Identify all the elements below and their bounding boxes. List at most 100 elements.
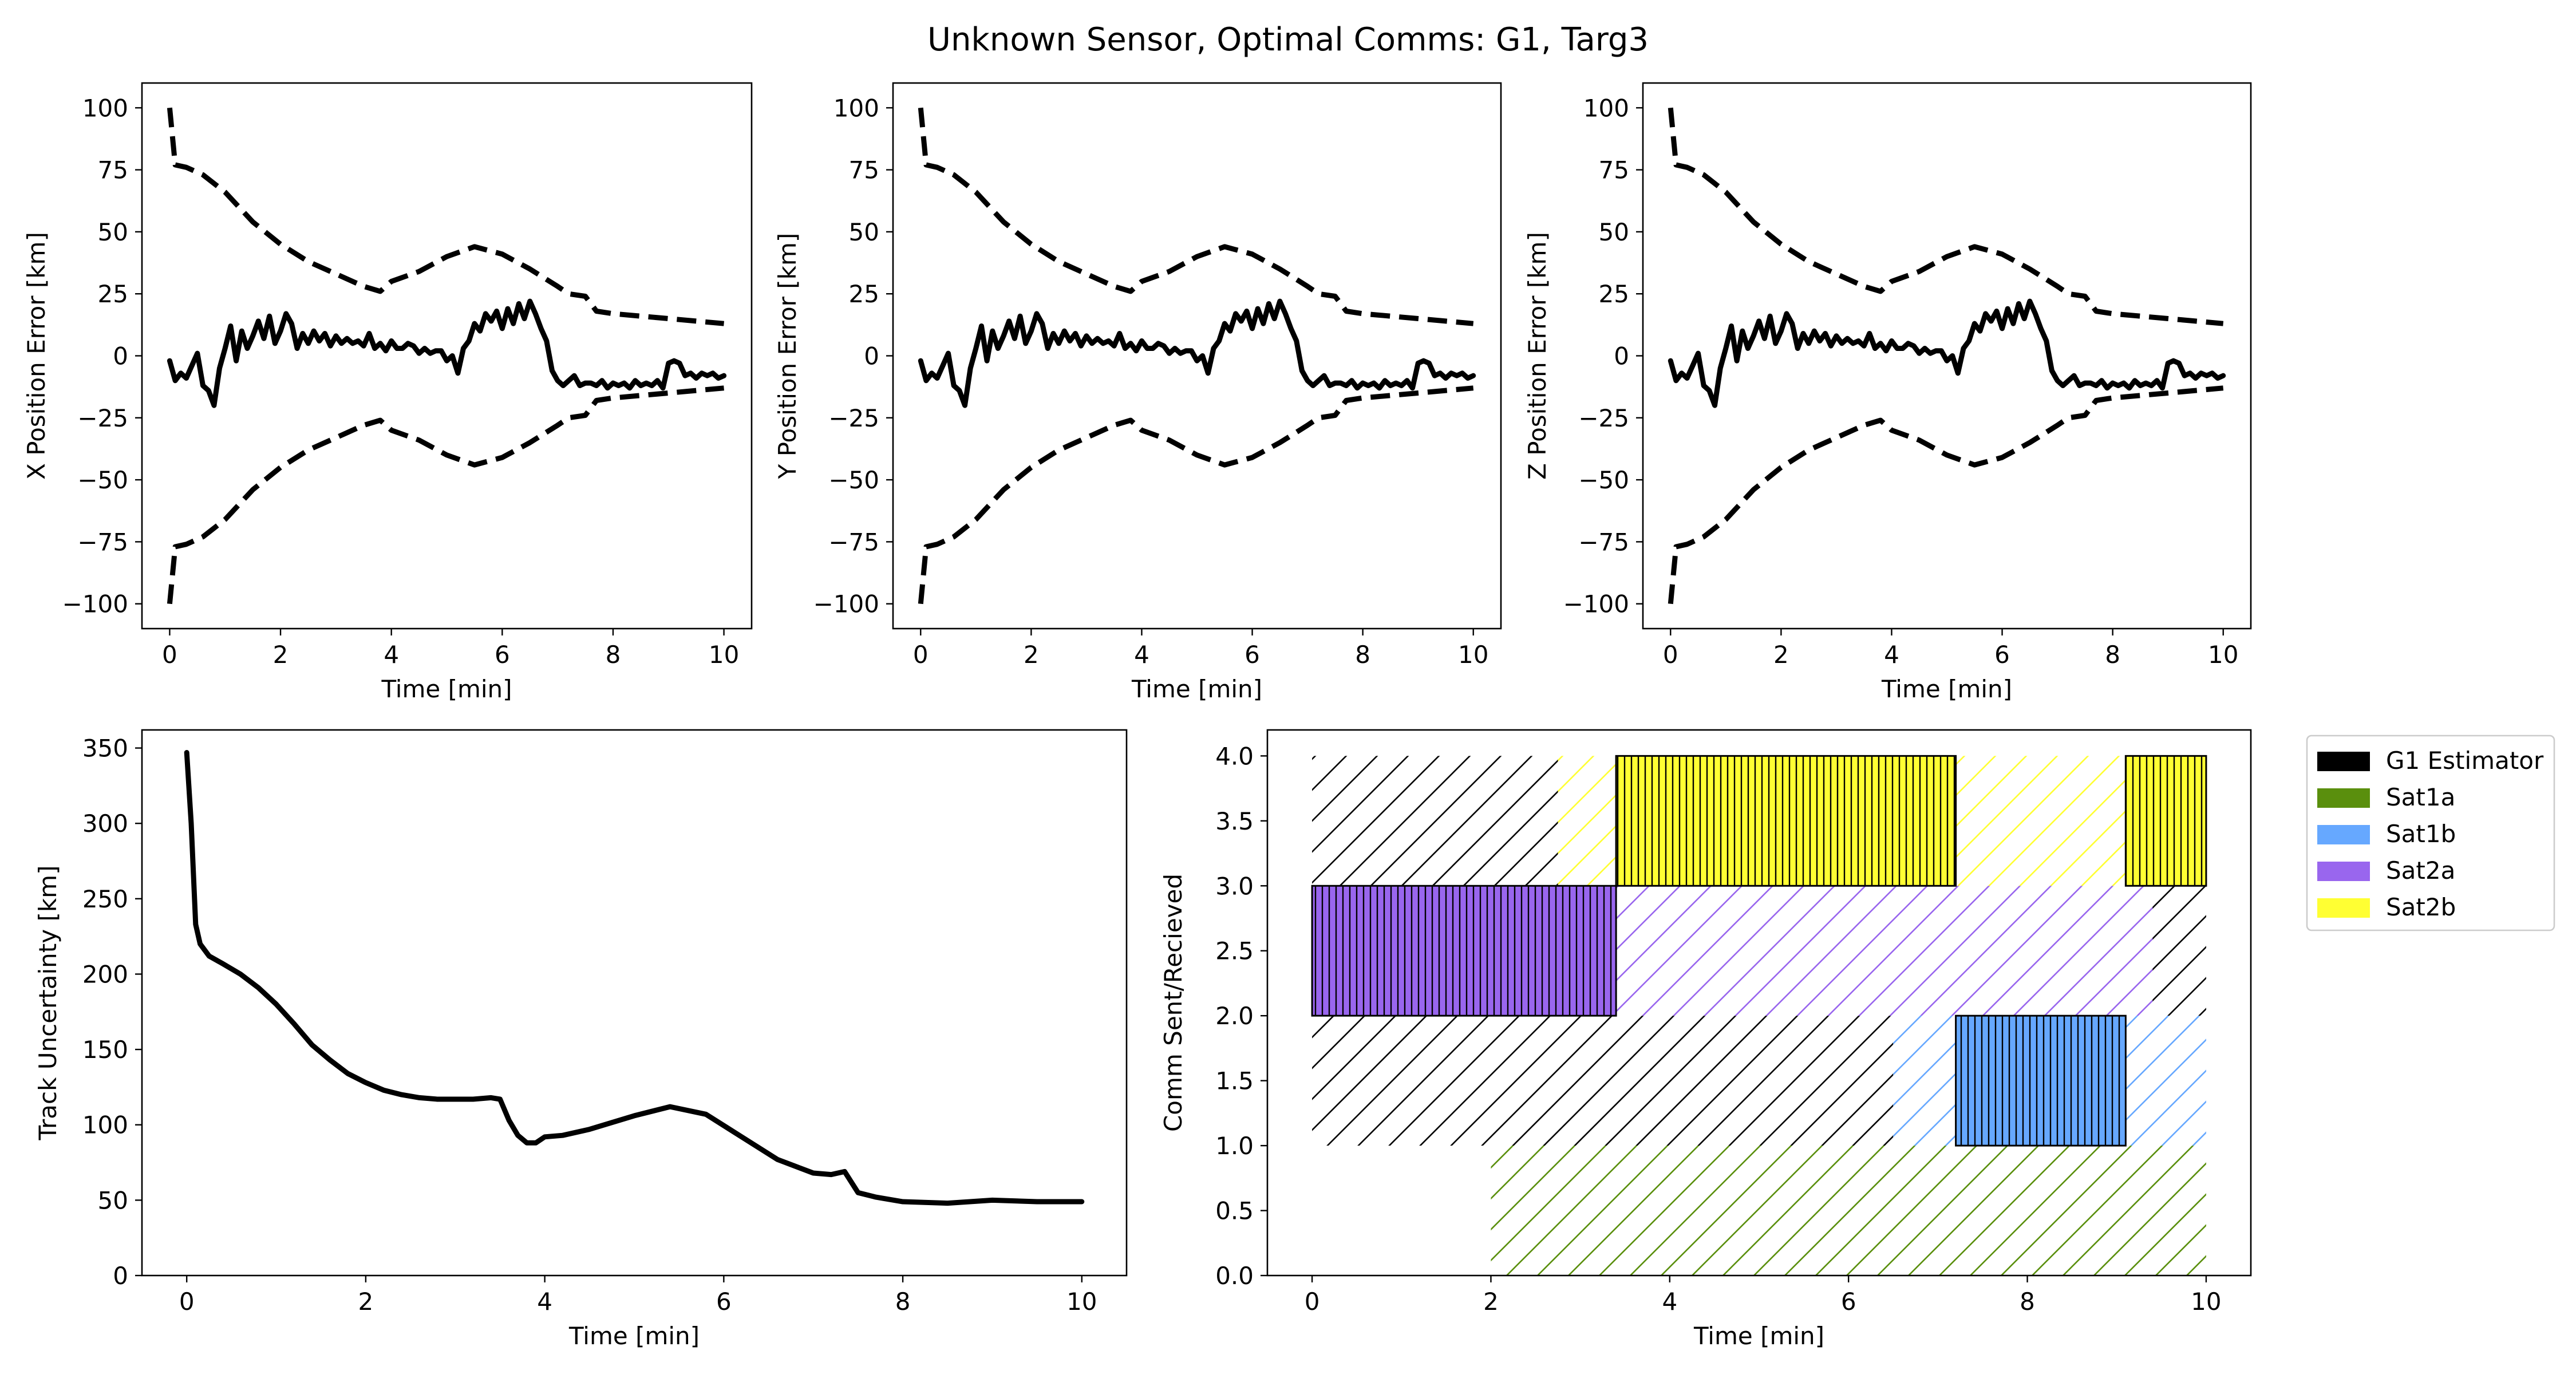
x-tick-label: 4 <box>1134 641 1149 669</box>
x-tick-label: 6 <box>1994 641 2010 669</box>
y-tick-label: 100 <box>1583 94 1629 122</box>
figure-title: Unknown Sensor, Optimal Comms: G1, Targ3 <box>927 21 1649 58</box>
series-line-uncertainty <box>184 750 1085 1206</box>
y-tick-label: 75 <box>98 156 128 184</box>
y-tick-label: 150 <box>82 1036 128 1064</box>
comm-interval-hatched-sat1a <box>1491 1146 2206 1276</box>
y-tick-label: 50 <box>98 1186 128 1214</box>
series-line-error <box>1668 298 2226 408</box>
plot-area <box>167 107 727 605</box>
x-tick-label: 2 <box>1483 1288 1499 1316</box>
y-axis-label: Z Position Error [km] <box>1523 232 1551 480</box>
y-tick-label: −100 <box>62 590 128 618</box>
y-tick-label: 2.5 <box>1215 937 1254 965</box>
series-line-lower-bound <box>167 385 724 605</box>
series-line-error <box>167 298 727 408</box>
plot-area <box>918 107 1476 605</box>
x-position-error-plot: 0 2 4 6 8 10 −100 −75 −50 −25 0 25 50 75 100 Time [min]… <box>22 82 753 703</box>
x-axis-label: Time [min] <box>1693 1322 1824 1350</box>
y-tick-label: −100 <box>813 590 879 618</box>
y-tick-label: 50 <box>849 218 879 246</box>
y-tick-label: 300 <box>82 810 128 838</box>
x-tick-label: 8 <box>606 641 621 669</box>
x-tick-label: 0 <box>913 641 929 669</box>
axes-frame <box>1266 729 2252 1277</box>
series-line-upper-bound <box>1668 107 2224 326</box>
series-line-upper-bound <box>918 107 1474 326</box>
y-tick-label: −75 <box>1578 528 1629 556</box>
y-axis-label: Y Position Error [km] <box>773 233 801 480</box>
legend-swatch <box>2317 752 2370 771</box>
y-tick-label: −100 <box>1563 590 1629 618</box>
y-tick-label: −25 <box>1578 404 1629 432</box>
y-tick-label: 100 <box>82 94 128 122</box>
x-tick-label: 0 <box>179 1288 195 1316</box>
y-tick-label: 0.0 <box>1215 1262 1254 1290</box>
axes-frame <box>141 729 1128 1277</box>
legend-swatch <box>2317 825 2370 844</box>
x-tick-label: 6 <box>1244 641 1260 669</box>
legend-label: Sat2a <box>2386 856 2455 885</box>
x-tick-label: 10 <box>2191 1288 2221 1316</box>
comm-interval-solid-sat2a <box>1311 885 1617 1017</box>
legend-swatch <box>2317 788 2370 808</box>
series-line-lower-bound <box>1668 385 2224 605</box>
x-tick-label: 2 <box>358 1288 374 1316</box>
comm-legend: G1 Estimator Sat1a Sat1b Sat2a Sat2b <box>2306 735 2555 931</box>
y-tick-label: 100 <box>833 94 879 122</box>
y-tick-label: −50 <box>828 466 879 494</box>
y-tick-label: −75 <box>77 528 128 556</box>
legend-label: Sat2b <box>2386 893 2456 921</box>
x-tick-label: 4 <box>1662 1288 1677 1316</box>
x-tick-label: 10 <box>1458 641 1488 669</box>
x-tick-label: 8 <box>2020 1288 2035 1316</box>
y-position-error-plot: 0 2 4 6 8 10 −100 −75 −50 −25 0 25 50 75 100 Time [min]… <box>773 82 1502 703</box>
y-tick-label: −50 <box>77 466 128 494</box>
legend-label: Sat1a <box>2386 783 2455 811</box>
comm-interval-solid-sat2b <box>1615 755 1957 887</box>
z-position-error-plot: 0 2 4 6 8 10 −100 −75 −50 −25 0 25 50 75 100 Time [min]… <box>1523 82 2252 703</box>
y-axis-label: Track Uncertainty [km] <box>34 866 62 1141</box>
y-tick-label: 250 <box>82 885 128 913</box>
x-tick-label: 2 <box>273 641 289 669</box>
x-tick-label: 6 <box>495 641 510 669</box>
y-tick-label: 200 <box>82 960 128 988</box>
comm-interval-solid-sat1b <box>1955 1014 2127 1147</box>
x-tick-label: 0 <box>1305 1288 1320 1316</box>
x-tick-label: 4 <box>537 1288 552 1316</box>
x-tick-label: 0 <box>1663 641 1678 669</box>
x-tick-label: 10 <box>1066 1288 1097 1316</box>
x-tick-label: 8 <box>895 1288 911 1316</box>
legend-swatch <box>2317 862 2370 881</box>
y-tick-label: 0 <box>864 342 879 370</box>
series-line-lower-bound <box>918 385 1474 605</box>
x-axis-label: Time [min] <box>568 1322 700 1350</box>
y-tick-label: 75 <box>849 156 879 184</box>
x-tick-label: 2 <box>1024 641 1039 669</box>
plot-area <box>184 750 1085 1206</box>
x-tick-label: 4 <box>1884 641 1899 669</box>
y-tick-label: 0 <box>113 1262 128 1290</box>
plot-area <box>1668 107 2226 605</box>
y-tick-label: 3.5 <box>1215 807 1254 835</box>
x-axis-label: Time [min] <box>1131 675 1262 703</box>
y-tick-label: 1.0 <box>1215 1132 1254 1160</box>
y-tick-label: 100 <box>82 1111 128 1139</box>
legend-label: G1 Estimator <box>2386 747 2544 775</box>
x-tick-label: 8 <box>2105 641 2120 669</box>
comm-interval-solid-sat2b <box>2124 755 2207 887</box>
series-line-upper-bound <box>167 107 724 326</box>
y-tick-label: 0.5 <box>1215 1197 1254 1225</box>
y-tick-label: 25 <box>98 280 128 308</box>
x-tick-label: 10 <box>2208 641 2238 669</box>
comm-interval-hatched-g1-estimator <box>1312 1016 1894 1146</box>
x-tick-label: 0 <box>162 641 177 669</box>
y-tick-label: 50 <box>98 218 128 246</box>
x-tick-label: 2 <box>1773 641 1789 669</box>
x-tick-label: 6 <box>716 1288 732 1316</box>
y-tick-label: 25 <box>1599 280 1629 308</box>
comm-interval-hatched-g1-estimator <box>2152 886 2206 1016</box>
y-tick-label: −25 <box>77 404 128 432</box>
